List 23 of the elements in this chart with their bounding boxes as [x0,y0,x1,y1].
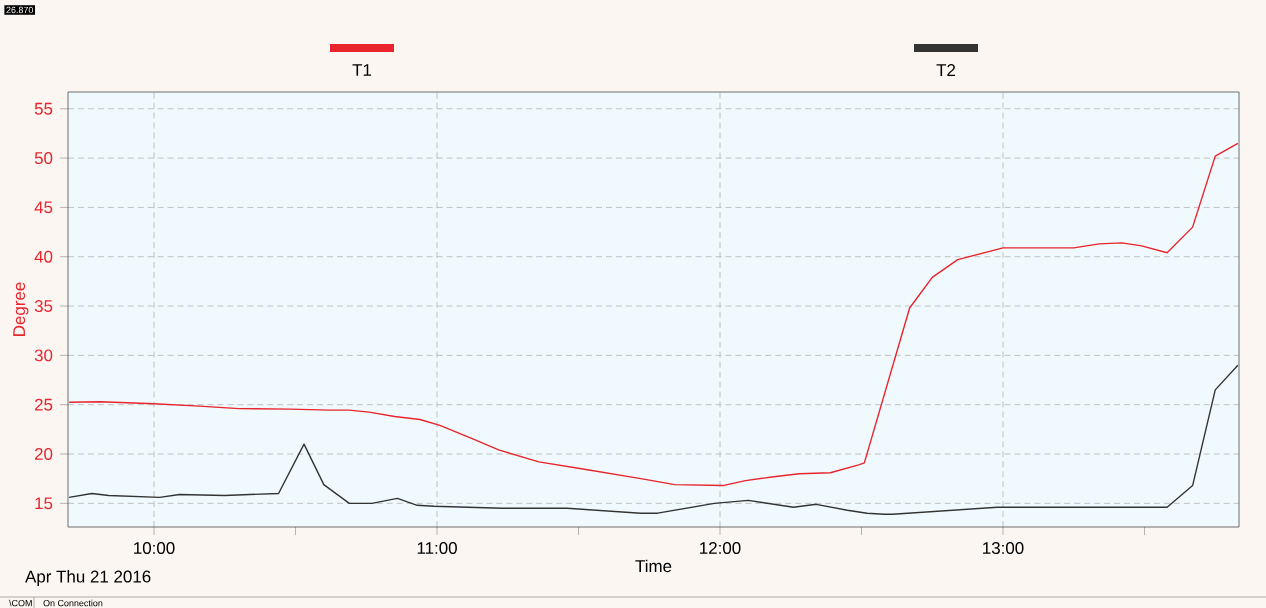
y-tick-label: 45 [34,201,53,214]
text: \COM [9,599,32,607]
y-tick-label: 25 [34,398,53,411]
x-tick-label: 13:00 [983,542,1024,555]
y-tick-label: 55 [34,102,53,115]
text: Apr Thu 21 2016 [25,570,151,586]
text: On Connection [43,599,103,607]
y-tick-label: 20 [34,448,53,460]
y-tick-label: 40 [34,250,53,263]
y-tick-label: 15 [35,497,53,510]
y-tick-label: 50 [34,152,53,165]
y-axis-title: Degree [13,282,29,336]
y-tick-label: 35 [34,300,53,313]
line-series [68,364,1239,515]
legend-label: T2 [936,64,956,76]
x-tick-label: 10:00 [134,542,175,555]
x-tick-label: 11:00 [417,542,457,555]
line-series [68,142,1239,487]
text: 26.870 [6,6,34,14]
legend-label: T1 [352,64,372,76]
y-tick-label: 30 [34,349,53,362]
x-tick-label: 12:00 [700,542,741,555]
x-axis-title: Time [635,559,672,573]
